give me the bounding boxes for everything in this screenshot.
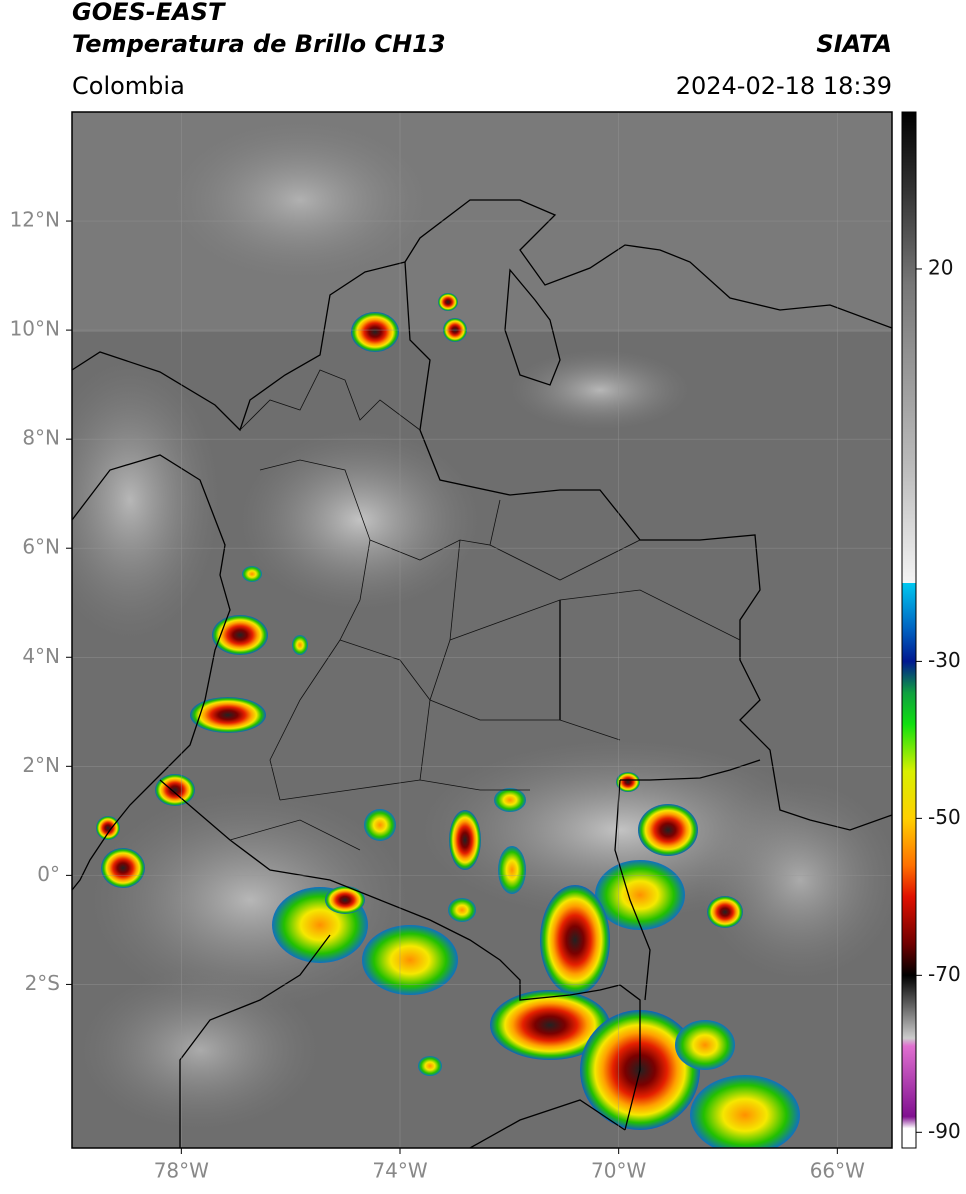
title: GOES-EAST — [72, 0, 226, 26]
y-tick-label: 0° — [37, 862, 60, 886]
satellite-image — [72, 112, 892, 1148]
y-tick-label: 2°N — [22, 753, 60, 777]
x-tick-label: 66°W — [810, 1159, 865, 1183]
colorbar-tick-label: -30 — [928, 648, 961, 672]
source: SIATA — [816, 30, 892, 58]
graticule — [72, 112, 892, 1148]
subtitle: Temperatura de Brillo CH13 — [72, 30, 446, 58]
y-tick-label: 8°N — [22, 426, 60, 450]
colorbar-tick-label: -50 — [928, 805, 961, 829]
x-tick-label: 74°W — [372, 1159, 427, 1183]
region: Colombia — [72, 72, 185, 100]
colorbar-tick-label: -90 — [928, 1119, 961, 1143]
colorbar — [901, 111, 917, 1149]
y-tick-label: 2°S — [25, 971, 60, 995]
x-tick-label: 70°W — [591, 1159, 646, 1183]
datetime: 2024-02-18 18:39 — [676, 72, 892, 100]
map-frame — [71, 111, 893, 1149]
x-tick-label: 78°W — [154, 1159, 209, 1183]
colorbar-tick-label: -70 — [928, 962, 961, 986]
y-tick-label: 12°N — [10, 208, 60, 232]
y-tick-label: 6°N — [22, 535, 60, 559]
y-tick-label: 10°N — [10, 317, 60, 341]
y-tick-label: 4°N — [22, 644, 60, 668]
colorbar-tick-label: 20 — [928, 255, 953, 279]
